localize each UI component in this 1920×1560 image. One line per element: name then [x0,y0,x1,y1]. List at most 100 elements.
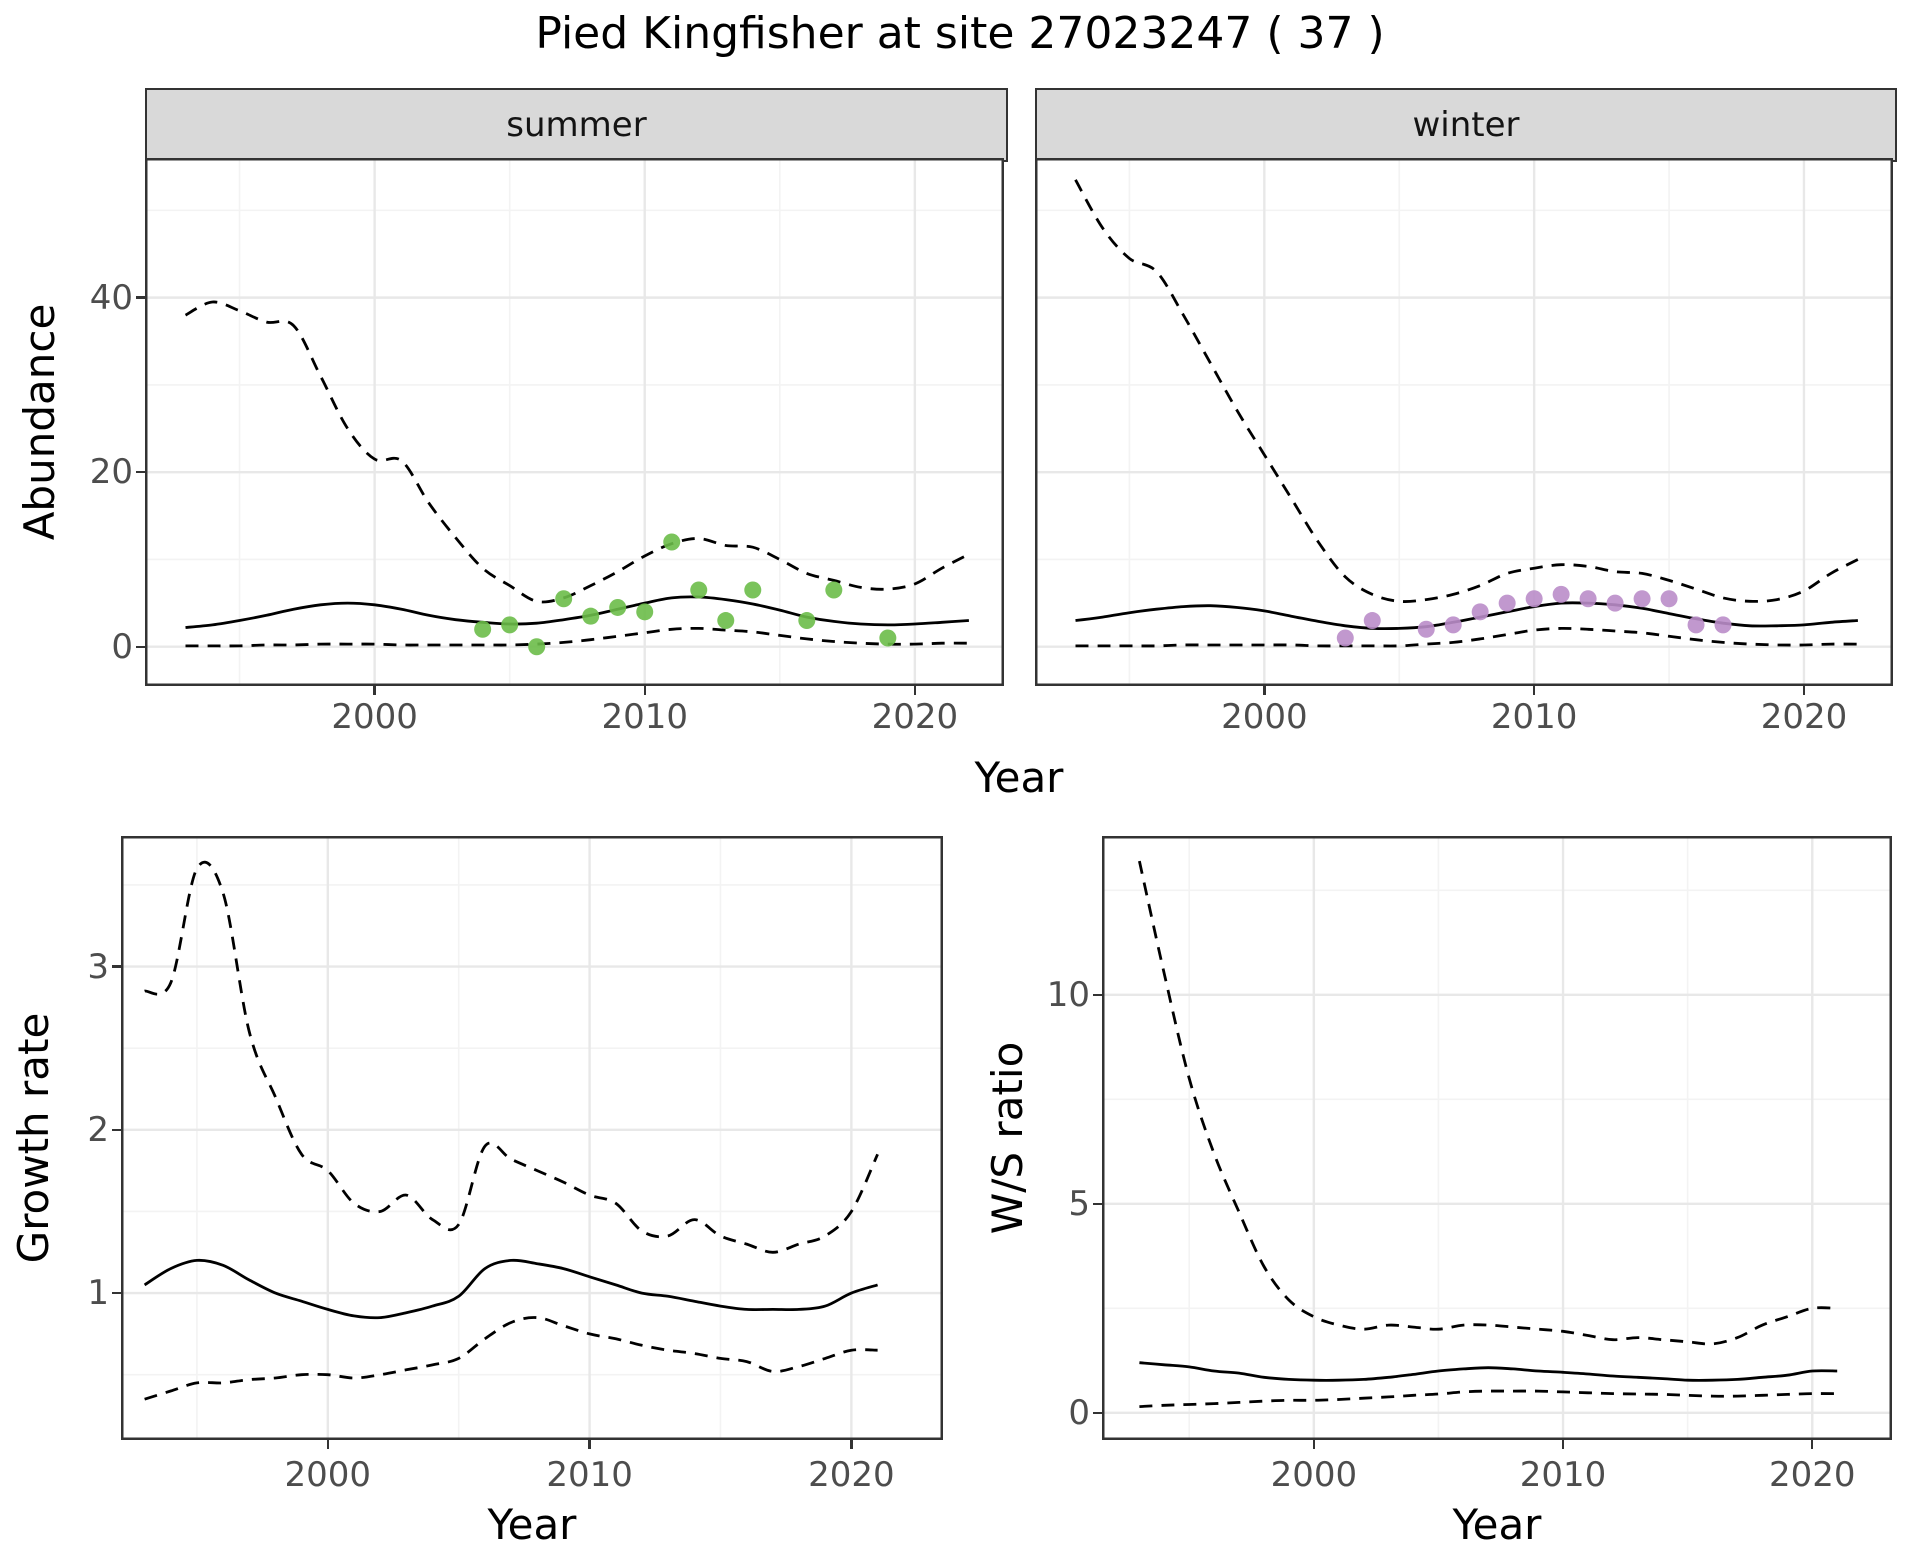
summer-observation-point [825,581,843,599]
summer-upper-ci-line [184,300,970,604]
growth-y-tick-label: 1 [87,1273,109,1314]
winter-observation-point [1552,585,1570,603]
facet-strip-summer: summer [145,88,1008,162]
winter-observation-point [1687,616,1705,634]
summer-lower-ci-line [185,626,969,648]
ws-y-tick-mark [1093,1411,1102,1415]
ws-y-tick-label: 0 [1068,1392,1090,1433]
panel-summer-abundance [145,158,1004,686]
ws-upper-ci-line [1138,860,1838,1346]
winter-upper-ci-line [1074,179,1859,603]
ws-x-tick-mark [1561,1440,1565,1449]
ws-x-tick-label: 2020 [1768,1455,1856,1495]
winter-x-tick-label: 2000 [1221,697,1308,737]
x-axis-title-year-growth: Year [487,1500,577,1549]
growth-x-tick-label: 2020 [808,1455,895,1495]
summer-x-tick-mark [373,686,376,695]
ws-x-tick-mark [1811,1440,1814,1449]
x-axis-title-year-ws: Year [1452,1500,1542,1549]
growth-mean-line [143,1258,879,1320]
winter-plot-svg [1035,158,1893,686]
summer-observation-point [501,616,519,634]
y-axis-title-ws-ratio: W/S ratio [983,1041,1032,1235]
growth-y-tick-label: 2 [87,1109,109,1150]
summer-observation-point [717,612,735,630]
summer-observation-point [555,590,573,608]
summer-y-tick-mark [136,645,145,648]
ws-mean-line [1139,1361,1838,1382]
summer-x-tick-label: 2010 [601,697,688,737]
summer-observation-point [690,581,708,599]
panel-ws-ratio [1102,836,1892,1440]
growth-upper-ci-line [144,860,879,1254]
summer-observation-point [798,612,816,630]
ws-y-tick-mark [1093,1202,1102,1206]
winter-observation-point [1606,594,1624,612]
summer-mean-line [185,595,969,629]
facet-strip-winter: winter [1035,88,1897,162]
growth-x-tick-mark [326,1440,329,1449]
summer-observation-point [879,629,897,647]
ws-x-tick-mark [1312,1440,1316,1449]
summer-y-tick-label: 20 [89,452,133,493]
figure-title: Pied Kingfisher at site 27023247 ( 37 ) [535,8,1385,59]
summer-y-tick-mark [136,470,145,474]
growth-x-tick-mark [588,1440,591,1449]
summer-observation-point [609,598,627,616]
ws-x-tick-label: 2000 [1270,1455,1358,1495]
growth-y-tick-mark [112,965,121,968]
panel-growth-rate [121,836,943,1440]
summer-x-tick-mark [913,686,917,695]
winter-x-tick-mark [1263,686,1266,695]
winter-observation-point [1714,616,1732,634]
winter-observation-point [1525,590,1543,608]
growth-plot-svg [121,836,943,1440]
growth-x-tick-label: 2000 [284,1455,372,1495]
summer-observation-point [636,603,654,621]
winter-mean-line [1075,601,1858,631]
winter-observation-point [1471,603,1489,621]
ws-y-tick-label: 5 [1068,1183,1090,1224]
winter-observation-point [1444,616,1462,634]
x-axis-title-year-top: Year [974,753,1064,802]
winter-x-tick-label: 2010 [1490,697,1578,737]
summer-observation-point [744,581,762,599]
summer-observation-point [582,607,600,625]
growth-y-tick-mark [112,1128,121,1132]
ws-lower-ci-line [1139,1389,1838,1408]
growth-lower-ci-line [144,1316,878,1401]
growth-panel-border [121,836,943,1440]
summer-y-tick-label: 0 [111,626,133,667]
summer-x-tick-mark [643,686,646,695]
panel-winter-abundance [1035,158,1893,686]
facet-strip-summer-label: summer [506,105,647,145]
summer-y-tick-label: 40 [89,277,133,318]
winter-x-tick-label: 2020 [1760,697,1848,737]
winter-observation-point [1579,590,1597,608]
ws-y-tick-label: 10 [1046,974,1090,1015]
winter-observation-point [1660,590,1678,608]
winter-panel-border [1035,158,1893,686]
winter-observation-point [1633,590,1651,608]
winter-observation-point [1336,629,1354,647]
growth-y-tick-mark [112,1291,121,1295]
ws-plot-svg [1102,836,1892,1440]
growth-y-tick-label: 3 [87,946,109,987]
winter-x-tick-mark [1802,686,1806,695]
ws-panel-border [1102,836,1892,1440]
summer-x-tick-label: 2000 [331,697,418,737]
summer-observation-point [528,638,546,656]
summer-x-tick-label: 2020 [871,697,959,737]
ws-y-tick-mark [1093,993,1102,997]
summer-plot-svg [145,158,1004,686]
winter-observation-point [1417,620,1435,638]
summer-observation-point [474,620,492,638]
growth-x-tick-label: 2010 [546,1455,633,1495]
facet-strip-winter-label: winter [1412,105,1520,145]
winter-observation-point [1498,594,1516,612]
summer-observation-point [663,533,681,551]
winter-lower-ci-line [1075,626,1858,648]
summer-y-tick-mark [136,296,145,299]
growth-x-tick-mark [850,1440,853,1449]
